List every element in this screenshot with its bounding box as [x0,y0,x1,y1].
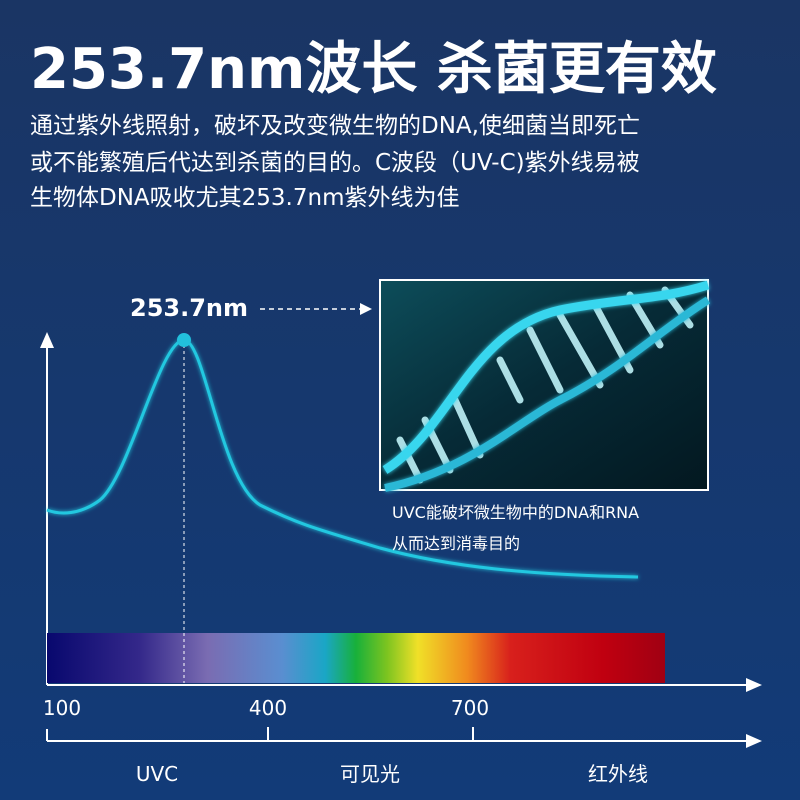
absorption-curve [46,338,639,579]
dna-image [379,279,711,492]
arrow [360,303,372,315]
peak-label: 253.7nm [130,294,248,322]
tick-label: 100 [43,696,81,720]
band-label: 红外线 [588,762,648,786]
tick-label: 400 [249,696,287,720]
band-label: UVC [136,762,178,786]
tick-label: 700 [451,696,489,720]
description-line: 或不能繁殖后代达到杀菌的目的。C波段（UV-C)紫外线易被 [30,150,640,176]
arrow [40,332,54,348]
description-line: 通过紫外线照射，破坏及改变微生物的DNA,使细菌当即死亡 [30,113,640,139]
arrow [746,678,762,692]
title: 253.7nm波长 杀菌更有效 [30,37,717,102]
spectrum-bar [47,633,665,683]
caption-line: UVC能破坏微生物中的DNA和RNA [392,503,639,522]
arrow [746,734,762,748]
description-line: 生物体DNA吸收尤其253.7nm紫外线为佳 [30,185,459,211]
peak-dot [177,333,191,347]
band-label: 可见光 [340,762,400,786]
caption-line: 从而达到消毒目的 [392,534,520,553]
